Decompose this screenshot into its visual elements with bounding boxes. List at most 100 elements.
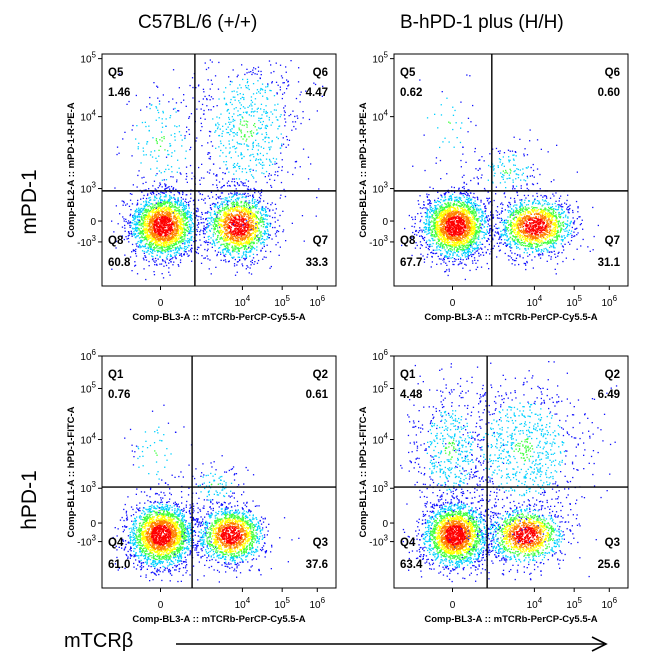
event-dot [259,201,261,203]
event-dot [144,244,146,246]
event-dot [169,236,171,239]
event-dot [161,205,163,207]
event-dot [191,226,193,228]
event-dot [262,217,264,219]
event-dot [189,219,191,221]
event-dot [216,216,218,218]
event-dot [201,145,203,147]
event-dot [281,145,283,147]
event-dot [212,239,214,241]
event-dot [148,230,150,232]
event-dot [164,184,167,187]
event-dot [233,250,235,252]
event-dot [268,141,270,144]
event-dot [190,220,193,222]
event-dot [166,245,168,247]
event-dot [153,237,156,239]
event-dot [274,104,276,106]
event-dot [154,229,156,231]
event-dot [253,177,255,179]
event-dot [219,220,221,222]
event-dot [266,236,269,238]
event-dot [475,226,477,228]
event-dot [163,249,165,251]
event-dot [169,228,171,230]
event-dot [233,240,235,243]
event-dot [474,216,476,219]
event-dot [142,220,144,222]
event-dot [260,108,262,110]
event-dot [244,229,246,231]
event-dot [150,207,152,209]
event-dot [242,252,245,254]
event-dot [175,207,177,209]
event-dot [233,216,235,219]
event-dot [173,230,175,232]
event-dot [157,218,159,220]
event-dot [169,241,171,243]
event-dot [220,253,222,255]
event-dot [232,223,235,225]
event-dot [162,252,164,255]
event-dot [157,247,159,249]
event-dot [210,96,213,98]
event-dot [134,210,136,213]
event-dot [245,209,248,211]
event-dot [244,219,246,221]
event-dot [146,141,148,143]
event-dot [222,237,225,239]
event-dot [205,240,207,242]
event-dot [249,249,252,252]
event-dot [207,79,209,81]
event-dot [229,210,231,212]
event-dot [178,125,180,127]
event-dot [179,218,181,221]
event-dot [238,259,241,262]
event-dot [185,207,187,209]
event-dot [163,196,165,198]
event-dot [247,234,249,236]
event-dot [216,242,218,244]
event-dot [146,203,148,206]
event-dot [240,98,242,100]
event-dot [163,136,165,138]
event-dot [259,239,261,241]
event-dot [250,214,252,216]
event-dot [236,202,238,204]
event-dot [183,215,185,217]
event-dot [269,267,271,269]
event-dot [244,136,246,138]
event-dot [255,170,257,172]
event-dot [186,234,189,236]
event-dot [161,212,163,214]
event-dot [245,222,248,224]
event-dot [251,105,253,107]
event-dot [204,229,206,231]
event-dot [207,225,209,227]
event-dot [162,226,164,228]
event-dot [256,229,259,231]
event-dot [279,246,281,248]
event-dot [153,230,156,233]
event-dot [141,240,143,243]
event-dot [148,215,151,218]
event-dot [155,232,157,235]
event-dot [173,214,175,217]
event-dot [227,109,229,111]
event-dot [280,114,282,116]
event-dot [237,242,240,245]
event-dot [158,155,160,157]
event-dot [254,123,256,125]
event-dot [268,158,271,161]
event-dot [139,210,141,212]
event-dot [185,173,188,175]
event-dot [268,173,270,175]
event-dot [182,236,184,238]
event-dot [255,139,257,141]
event-dot [169,214,171,217]
event-dot [244,222,246,225]
event-dot [182,220,184,222]
event-dot [453,251,455,253]
event-dot [245,218,247,220]
event-dot [162,242,165,244]
